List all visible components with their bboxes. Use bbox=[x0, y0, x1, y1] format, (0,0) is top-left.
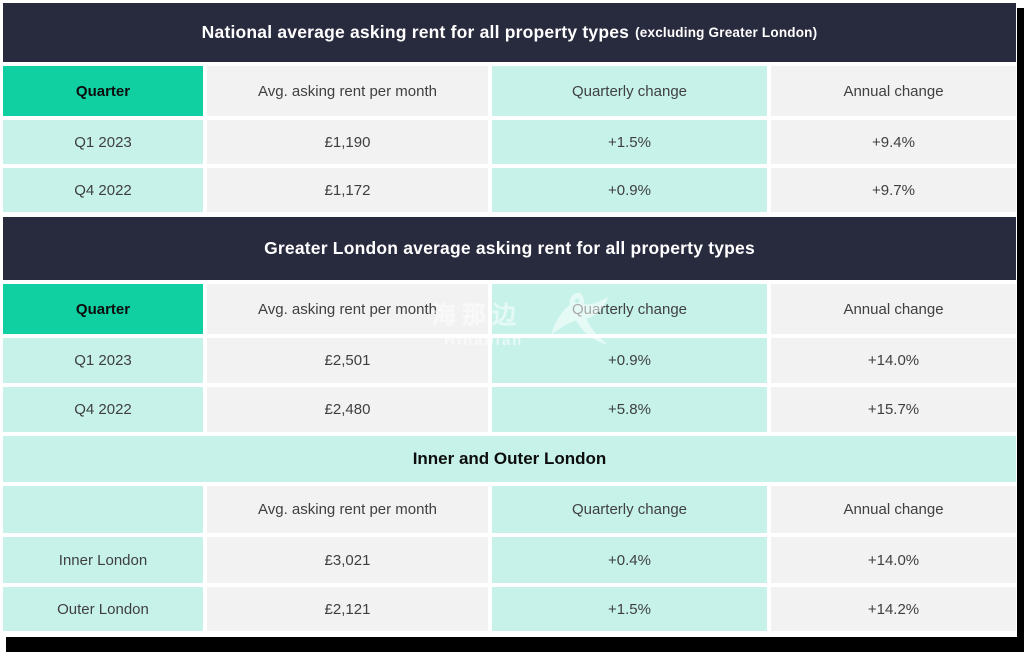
title-text: National average asking rent for all pro… bbox=[201, 22, 630, 42]
frame-shadow-right bbox=[1017, 8, 1024, 652]
quarterly-change-value: +0.4% bbox=[492, 537, 767, 583]
rent-value: £2,501 bbox=[207, 338, 488, 383]
quarterly-change-value: +1.5% bbox=[492, 120, 767, 164]
col-header-annual-change: Annual change bbox=[771, 66, 1016, 116]
rent-value: £2,480 bbox=[207, 387, 488, 432]
title-note: (excluding Greater London) bbox=[635, 25, 818, 40]
greater-london-rent-table: Greater London average asking rent for a… bbox=[3, 217, 1016, 631]
national-table-title: National average asking rent for all pro… bbox=[3, 3, 1016, 62]
frame-shadow-bottom bbox=[6, 637, 1024, 652]
rent-value: £2,121 bbox=[207, 587, 488, 631]
row-label: Q4 2022 bbox=[3, 168, 203, 212]
col-header-avg-rent: Avg. asking rent per month bbox=[207, 66, 488, 116]
greater-london-table-title: Greater London average asking rent for a… bbox=[3, 217, 1016, 280]
row-label: Outer London bbox=[3, 587, 203, 631]
annual-change-value: +14.0% bbox=[771, 338, 1016, 383]
annual-change-value: +14.2% bbox=[771, 587, 1016, 631]
national-rent-table: National average asking rent for all pro… bbox=[3, 3, 1016, 212]
annual-change-value: +15.7% bbox=[771, 387, 1016, 432]
col-header-annual-change: Annual change bbox=[771, 284, 1016, 334]
title-text: Greater London average asking rent for a… bbox=[264, 238, 755, 258]
inner-outer-london-banner: Inner and Outer London bbox=[3, 436, 1016, 482]
col-header-quarter: Quarter bbox=[3, 66, 203, 116]
col-header-annual-change: Annual change bbox=[771, 486, 1016, 533]
quarterly-change-value: +5.8% bbox=[492, 387, 767, 432]
col-header-quarter: Quarter bbox=[3, 284, 203, 334]
tables-container: National average asking rent for all pro… bbox=[3, 3, 1016, 631]
col-header-empty bbox=[3, 486, 203, 533]
annual-change-value: +14.0% bbox=[771, 537, 1016, 583]
rent-value: £1,172 bbox=[207, 168, 488, 212]
quarterly-change-value: +0.9% bbox=[492, 338, 767, 383]
col-header-quarterly-change: Quarterly change bbox=[492, 66, 767, 116]
quarterly-change-value: +0.9% bbox=[492, 168, 767, 212]
row-label: Q4 2022 bbox=[3, 387, 203, 432]
row-label: Q1 2023 bbox=[3, 338, 203, 383]
annual-change-value: +9.7% bbox=[771, 168, 1016, 212]
col-header-avg-rent: Avg. asking rent per month bbox=[207, 284, 488, 334]
col-header-quarterly-change: Quarterly change bbox=[492, 486, 767, 533]
row-label: Inner London bbox=[3, 537, 203, 583]
quarterly-change-value: +1.5% bbox=[492, 587, 767, 631]
col-header-avg-rent: Avg. asking rent per month bbox=[207, 486, 488, 533]
row-label: Q1 2023 bbox=[3, 120, 203, 164]
annual-change-value: +9.4% bbox=[771, 120, 1016, 164]
rent-value: £3,021 bbox=[207, 537, 488, 583]
rent-value: £1,190 bbox=[207, 120, 488, 164]
col-header-quarterly-change: Quarterly change bbox=[492, 284, 767, 334]
